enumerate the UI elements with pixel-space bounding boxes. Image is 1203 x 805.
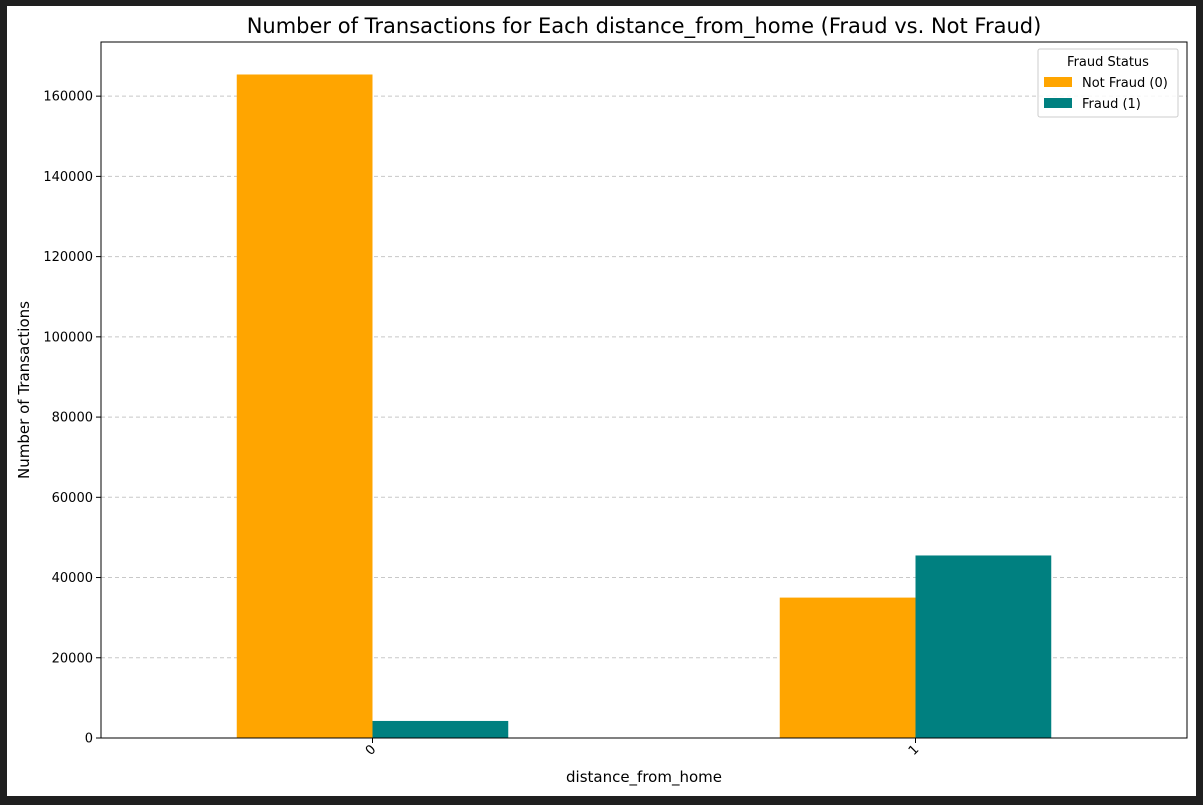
legend-swatch bbox=[1044, 77, 1072, 87]
y-tick-label: 20000 bbox=[52, 651, 93, 666]
y-tick-label: 80000 bbox=[52, 411, 93, 426]
bar-fraud-0 bbox=[372, 720, 509, 738]
bar-not-fraud-1 bbox=[779, 597, 916, 738]
y-axis-ticks: 0 20000 40000 60000 80000 100000 120000 140000 1… bbox=[43, 90, 101, 747]
x-tick-label: 1 bbox=[906, 742, 922, 758]
chart-figure: Number of Transactions for Each distance… bbox=[7, 6, 1196, 796]
legend-label: Not Fraud (0) bbox=[1082, 76, 1168, 91]
plot-frame bbox=[100, 41, 1188, 739]
legend-label: Fraud (1) bbox=[1082, 97, 1141, 112]
legend: Fraud Status Not Fraud (0) Fraud (1) bbox=[1037, 48, 1179, 118]
bar-not-fraud-0 bbox=[236, 74, 373, 739]
y-axis-title: Number of Transactions bbox=[15, 301, 33, 479]
bar-chart: Number of Transactions for Each distance… bbox=[15, 14, 1188, 787]
bars bbox=[236, 74, 1052, 739]
legend-swatch bbox=[1044, 98, 1072, 108]
x-tick-label: 0 bbox=[363, 742, 379, 758]
y-tick-label: 40000 bbox=[52, 571, 93, 586]
x-axis-title: distance_from_home bbox=[566, 768, 722, 787]
legend-items: Not Fraud (0) Fraud (1) bbox=[1044, 76, 1168, 112]
y-tick-label: 0 bbox=[85, 732, 93, 747]
y-tick-label: 120000 bbox=[43, 250, 93, 265]
y-tick-label: 140000 bbox=[43, 170, 93, 185]
legend-title: Fraud Status bbox=[1067, 55, 1149, 70]
legend-box bbox=[1037, 48, 1179, 118]
bar-fraud-1 bbox=[915, 555, 1052, 738]
y-tick-label: 60000 bbox=[52, 491, 93, 506]
y-tick-label: 160000 bbox=[43, 90, 93, 105]
y-tick-label: 100000 bbox=[43, 330, 93, 345]
chart-title: Number of Transactions for Each distance… bbox=[247, 14, 1042, 39]
